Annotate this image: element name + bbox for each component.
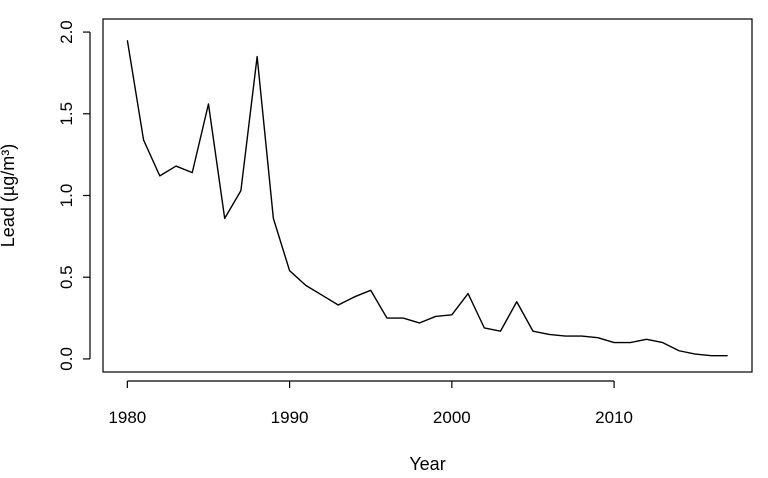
y-tick-label: 1.5: [57, 102, 76, 126]
y-tick-label: 1.0: [57, 184, 76, 208]
x-tick-label: 2000: [433, 408, 471, 427]
y-tick-label: 2.0: [57, 20, 76, 44]
plot-frame: [102, 18, 753, 373]
x-axis-label: Year: [409, 454, 445, 474]
x-tick-label: 1990: [271, 408, 309, 427]
x-axis: 1980 1990 2000 2010: [108, 380, 633, 427]
y-tick-label: 0.0: [57, 347, 76, 371]
x-tick-label: 1980: [108, 408, 146, 427]
y-axis-label: Lead (µg/m³): [0, 144, 18, 247]
series-line-lead: [126, 40, 728, 357]
x-tick-label: 2010: [595, 408, 633, 427]
y-tick-label: 0.5: [57, 265, 76, 289]
y-axis: 0.0 0.5 1.0 1.5 2.0: [57, 20, 91, 371]
